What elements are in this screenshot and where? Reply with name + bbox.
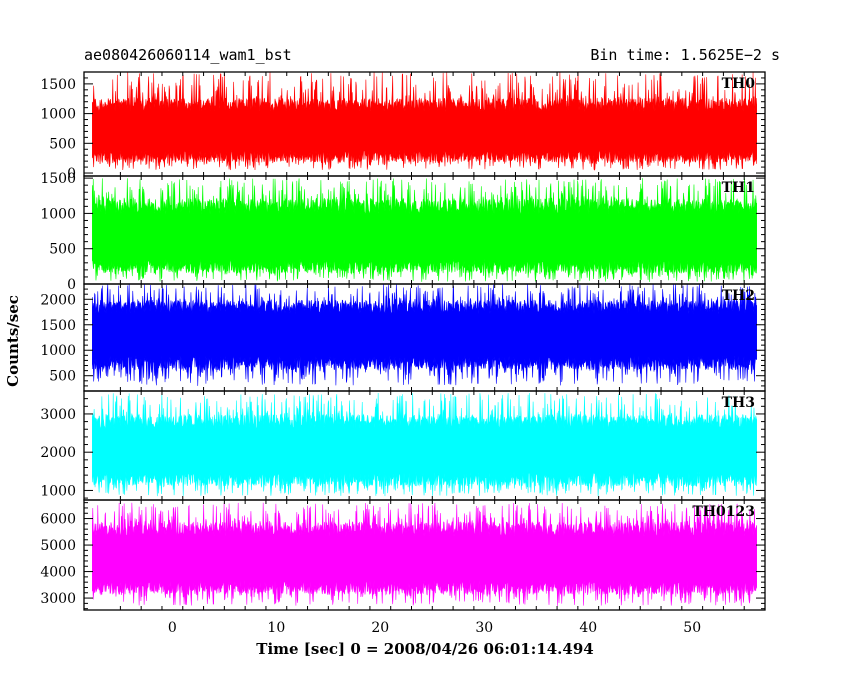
x-tick-label: 10 — [267, 620, 285, 636]
panel-th1: 0 500 1000 1500 TH1 — [40, 171, 766, 293]
y-tick-label: 500 — [49, 242, 76, 258]
y-tick-label: 500 — [49, 369, 76, 385]
series-th2 — [92, 284, 757, 386]
y-tick-label: 0 — [67, 166, 76, 182]
y-tick-label: 1500 — [40, 77, 76, 93]
x-tick-label: 50 — [683, 620, 701, 636]
y-tick-label: 5000 — [40, 538, 76, 554]
panel-label-th3: TH3 — [722, 395, 755, 411]
panel-label-th1: TH1 — [722, 180, 755, 196]
panel-th2: 500 1000 1500 2000 TH2 — [40, 283, 766, 392]
chart-title-right: Bin time: 1.5625E−2 s — [590, 46, 780, 64]
y-tick-label: 1000 — [40, 206, 76, 222]
series-th3 — [92, 392, 757, 497]
panel-label-th2: TH2 — [722, 288, 755, 304]
y-tick-label: 4000 — [40, 565, 76, 581]
y-tick-label: 1000 — [40, 107, 76, 123]
x-tick-label: 30 — [475, 620, 493, 636]
x-tick-label: 40 — [579, 620, 597, 636]
x-tick-label: 0 — [168, 620, 177, 636]
series-th0 — [92, 72, 757, 171]
panel-label-th0: TH0 — [722, 76, 756, 92]
y-tick-label: 6000 — [40, 512, 76, 528]
y-tick-label: 3000 — [40, 407, 76, 423]
y-tick-label: 2000 — [40, 445, 76, 461]
x-tick-label: 20 — [371, 620, 389, 636]
y-tick-label: 0 — [67, 277, 76, 293]
panel-label-th0123: TH0123 — [692, 504, 755, 520]
y-tick-label: 500 — [49, 136, 76, 152]
y-tick-label: 2000 — [40, 292, 76, 308]
y-tick-label: 3000 — [40, 591, 76, 607]
panels-group: 0 500 1000 1500 TH0 0 500 1000 1500 TH1 500 1000 150… — [40, 71, 766, 611]
y-tick-label: 1500 — [40, 318, 76, 334]
y-tick-label: 1000 — [40, 343, 76, 359]
x-axis: 0 10 20 30 40 50 — [168, 620, 701, 636]
panel-th3: 1000 2000 3000 TH3 — [40, 390, 766, 501]
panel-frame — [83, 499, 766, 611]
chart-title-left: ae080426060114_wam1_bst — [84, 46, 292, 64]
y-tick-label: 1500 — [40, 171, 76, 187]
series-th0123 — [92, 502, 757, 607]
panel-th0123: 3000 4000 5000 6000 TH0123 — [40, 499, 766, 611]
series-th1 — [92, 178, 757, 282]
panel-th0: 0 500 1000 1500 TH0 — [40, 71, 766, 182]
y-tick-label: 1000 — [40, 483, 76, 499]
y-axis-label: Counts/sec — [4, 295, 22, 387]
x-axis-label: Time [sec] 0 = 2008/04/26 06:01:14.494 — [256, 640, 593, 658]
